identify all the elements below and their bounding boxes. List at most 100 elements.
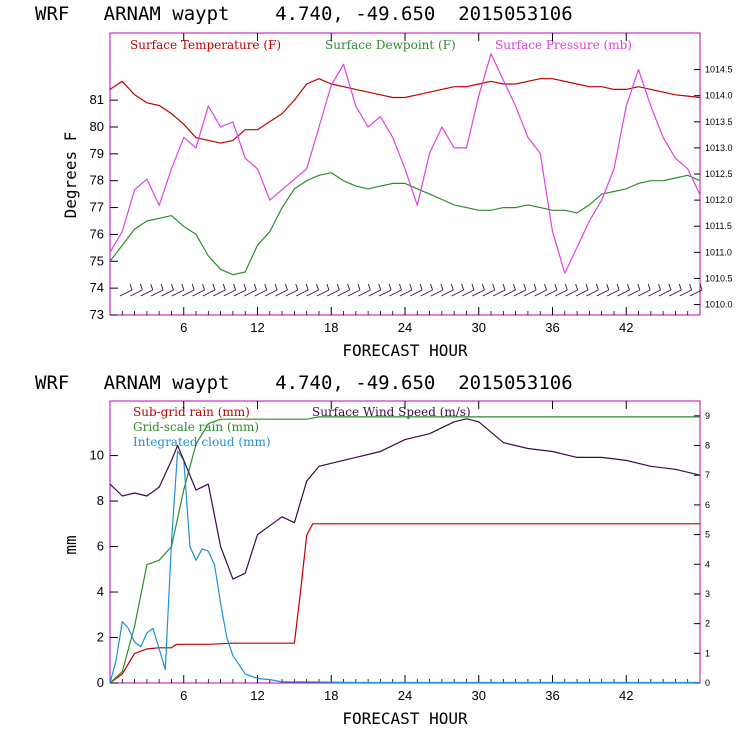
wind-barb-shaft: [306, 289, 319, 297]
wind-barb-shaft: [523, 289, 537, 297]
wind-barb-flag: [336, 283, 340, 291]
x-tick-label: 24: [398, 320, 412, 335]
x-tick-label: 18: [324, 320, 338, 335]
y2-tick-label: 1011.0: [705, 247, 732, 257]
legend-gridscale-rain: Grid-scale rain (mm): [133, 420, 259, 434]
wind-barb-flag: [637, 283, 641, 291]
temperature-line: [109, 78, 701, 144]
wind-barb-shaft: [606, 289, 620, 297]
wind-barb-shaft: [513, 289, 527, 297]
x-tick-label: 12: [250, 688, 264, 703]
wind-barb-shaft: [544, 289, 558, 297]
y-tick-label: 4: [97, 584, 104, 599]
wind-barb-flag: [513, 283, 516, 291]
wind-barb-shaft: [627, 289, 641, 297]
wind-barb-flag: [461, 283, 465, 291]
wind-barb-flag: [533, 283, 537, 291]
wind-barb-flag: [160, 283, 164, 291]
wind-barb-shaft: [586, 289, 599, 297]
wind-barb-shaft: [378, 289, 392, 297]
y-tick-label: 8: [97, 493, 104, 508]
wind-barb-shaft: [389, 289, 402, 297]
y-tick-label: 6: [97, 539, 104, 554]
wind-barb-shaft: [181, 289, 195, 297]
y-tick-label: 78: [90, 173, 104, 188]
y2-tick-label: 6: [705, 500, 710, 510]
wind-barb-shaft: [337, 289, 350, 297]
wind-barb-flag: [450, 283, 454, 291]
wind-barb-shaft: [492, 289, 506, 297]
wind-barb-flag: [471, 283, 475, 291]
wind-barb-shaft: [451, 289, 464, 297]
wind-barb-flag: [233, 283, 237, 291]
wind-barb-shaft: [399, 289, 413, 297]
wind-barbs: [119, 283, 703, 297]
y2-tick-label: 1011.5: [705, 221, 732, 231]
y-tick-label: 79: [90, 146, 104, 161]
wind-barb-flag: [243, 283, 247, 291]
wind-barb-flag: [388, 283, 392, 291]
subgrid-rain-line: [109, 523, 700, 684]
wind-barb-shaft: [171, 289, 185, 297]
y2-tick-label: 1013.5: [705, 117, 733, 127]
wind-barb-flag: [544, 283, 547, 291]
y-tick-label: 76: [90, 226, 104, 241]
y-tick-label: 77: [90, 200, 104, 215]
wind-barb-flag: [399, 283, 402, 291]
wind-barb-shaft: [316, 289, 330, 297]
wind-barb-shaft: [264, 289, 278, 297]
wind-barb-shaft: [285, 289, 299, 297]
x-tick-label: 6: [180, 688, 187, 703]
wind-barb-flag: [564, 283, 568, 291]
x-tick-label: 12: [250, 320, 264, 335]
top-chart-title: WRF ARNAM waypt 4.740, -49.650 201505310…: [35, 3, 573, 25]
wind-barb-flag: [316, 283, 319, 291]
y-tick-label: 74: [90, 280, 104, 295]
wind-barb-shaft: [347, 289, 361, 297]
wind-barb-shaft: [565, 289, 578, 297]
wind-barb-flag: [668, 283, 672, 291]
wind-barb-flag: [585, 283, 589, 291]
wind-barb-shaft: [140, 289, 153, 297]
wind-barb-shaft: [482, 289, 495, 297]
y2-tick-label: 1010.5: [705, 273, 733, 283]
wind-barb-flag: [129, 283, 133, 291]
legend-surface-temperature: Surface Temperature (F): [130, 38, 281, 52]
wind-barb-flag: [202, 283, 205, 291]
wind-barb-shaft: [658, 289, 672, 297]
y2-tick-label: 8: [705, 441, 710, 451]
wind-barb-shaft: [648, 289, 661, 297]
wind-barb-shaft: [244, 289, 257, 297]
wind-barb-shaft: [617, 289, 630, 297]
x-tick-label: 42: [619, 688, 633, 703]
wind-barb-flag: [222, 283, 226, 291]
wind-barb-flag: [212, 283, 216, 291]
wind-barb-flag: [347, 283, 351, 291]
wind-barb-shaft: [150, 289, 164, 297]
legend-surface-dewpoint: Surface Dewpoint (F): [325, 38, 456, 52]
integrated-cloud-line: [109, 450, 700, 684]
wind-barb-shaft: [254, 289, 267, 297]
wind-barb-shaft: [192, 289, 205, 297]
wind-barb-flag: [274, 283, 278, 291]
bottom-y-axis-label: mm: [61, 535, 80, 554]
wind-speed-line: [109, 418, 701, 580]
wind-barb-shaft: [689, 289, 703, 297]
wind-barb-flag: [285, 283, 288, 291]
wind-barb-flag: [492, 283, 496, 291]
y2-tick-label: 1: [705, 648, 710, 658]
wind-barb-shaft: [327, 289, 340, 297]
wind-barb-flag: [171, 283, 174, 291]
wind-barb-shaft: [368, 289, 381, 297]
y2-tick-label: 9: [705, 411, 710, 421]
wind-barb-flag: [305, 283, 309, 291]
wind-barb-shaft: [233, 289, 247, 297]
wind-barb-shaft: [679, 289, 692, 297]
legend-surface-wind-speed: Surface Wind Speed (m/s): [312, 405, 471, 419]
y2-tick-label: 1013.0: [705, 143, 733, 153]
wind-barb-shaft: [202, 289, 216, 297]
wind-barb-shaft: [358, 289, 371, 297]
x-tick-label: 24: [398, 688, 412, 703]
wind-barb-shaft: [430, 289, 444, 297]
